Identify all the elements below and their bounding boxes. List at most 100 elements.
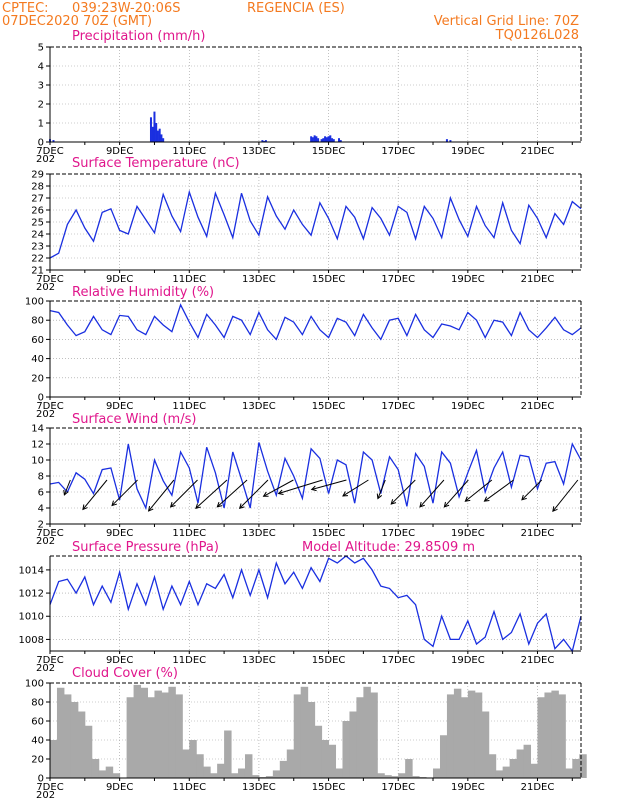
- cloud-bar: [551, 690, 559, 778]
- wind-arrow-shaft: [444, 479, 469, 508]
- wind-arrow-shaft: [552, 479, 579, 512]
- cloud-xtick-label: 15DEC: [312, 782, 346, 793]
- wind-arrow-head: [483, 496, 490, 502]
- temp-xtick-label: 11DEC: [172, 274, 206, 285]
- temp-xtick-label: 19DEC: [451, 274, 485, 285]
- wind-series-line: [49, 442, 582, 511]
- cloud-bar: [516, 749, 525, 778]
- rh-year-stub: 202: [36, 409, 55, 420]
- pressure-year-stub: 202: [36, 663, 55, 674]
- precip-xtick-label: 19DEC: [451, 146, 485, 157]
- wind-xtick-label: 19DEC: [451, 528, 485, 539]
- precip-bar: [310, 136, 313, 142]
- cloud-bar: [56, 687, 65, 778]
- temp-xtick-label: 7DEC: [36, 274, 63, 285]
- cloud-bar: [460, 697, 469, 778]
- cloud-bar: [439, 735, 448, 778]
- cloud-bar: [182, 749, 190, 778]
- header-datetime: 07DEC2020 70Z (GMT): [2, 14, 152, 29]
- precip-bar: [158, 128, 161, 142]
- wind-year-stub: 202: [36, 536, 55, 547]
- cloud-ytick-label: 100: [25, 679, 44, 690]
- wind-arrow-head: [277, 489, 284, 496]
- cloud-bar: [370, 692, 378, 778]
- header-source: CPTEC:: [2, 1, 49, 16]
- cloud-bar: [488, 754, 497, 778]
- wind-ytick-label: 2: [38, 520, 44, 531]
- wind-arrow-head: [216, 501, 223, 508]
- precip-bar: [317, 138, 320, 142]
- precip-bar: [331, 138, 334, 142]
- wind-xtick-label: 11DEC: [172, 528, 206, 539]
- cloud-bar: [196, 754, 204, 778]
- temp-xtick-label: 9DEC: [106, 274, 133, 285]
- precip-bar: [52, 140, 55, 142]
- cloud-bar: [175, 694, 183, 778]
- cloud-ytick-label: 0: [38, 774, 44, 785]
- cloud-bar: [342, 721, 350, 778]
- cloud-bar: [244, 754, 253, 778]
- temp-xtick-label: 13DEC: [242, 274, 276, 285]
- precip-bar: [151, 126, 154, 142]
- header-grid-note: Vertical Grid Line: 70Z: [434, 14, 579, 29]
- cloud-bar: [537, 697, 545, 778]
- temp-xtick-label: 21DEC: [521, 274, 555, 285]
- wind-arrow-shaft: [263, 479, 294, 497]
- wind-arrow-head: [147, 505, 154, 512]
- precip-xtick-label: 21DEC: [521, 146, 555, 157]
- wind-arrow-shaft: [170, 479, 198, 508]
- cloud-bar: [238, 768, 246, 778]
- cloud-bar: [203, 766, 211, 778]
- wind-arrow-head: [419, 501, 425, 508]
- cloud-bar: [474, 692, 483, 778]
- cloud-bar: [572, 759, 580, 778]
- cloud-xtick-label: 11DEC: [172, 782, 206, 793]
- precip-xtick-label: 15DEC: [312, 146, 346, 157]
- pressure-xtick-label: 11DEC: [172, 655, 206, 666]
- precip-ytick-label: 3: [38, 81, 44, 92]
- precip-title: Precipitation (mm/h): [72, 29, 205, 44]
- wind-title: Surface Wind (m/s): [72, 412, 196, 427]
- wind-arrow-head: [82, 504, 88, 511]
- cloud-bar: [558, 694, 566, 778]
- cloud-bar: [565, 768, 573, 778]
- temp-ytick-label: 27: [31, 194, 44, 205]
- temp-ytick-label: 22: [31, 254, 44, 265]
- wind-arrow-head: [390, 499, 397, 505]
- precip-bar: [445, 139, 448, 142]
- wind-ytick-label: 10: [31, 456, 44, 467]
- wind-arrow-shaft: [82, 479, 108, 510]
- wind-arrow-shaft: [484, 479, 514, 502]
- precip-bar: [149, 117, 152, 142]
- cloud-bar: [467, 690, 476, 778]
- wind-arrow-head: [111, 500, 118, 507]
- precip-ytick-label: 2: [38, 100, 44, 111]
- cloud-bar: [168, 686, 176, 778]
- wind-ytick-label: 12: [31, 440, 44, 451]
- cloud-bar: [161, 692, 169, 778]
- precip-bar: [322, 138, 325, 142]
- pressure-xtick-label: 17DEC: [381, 655, 415, 666]
- wind-arrow-shaft: [216, 479, 248, 508]
- precip-bar: [311, 137, 314, 142]
- precip-ytick-label: 0: [38, 138, 44, 149]
- pressure-xtick-label: 7DEC: [36, 655, 63, 666]
- wind-arrow-head: [342, 491, 348, 497]
- cloud-title: Cloud Cover (%): [72, 666, 178, 681]
- rh-xtick-label: 11DEC: [172, 401, 206, 412]
- cloud-bar: [105, 766, 114, 778]
- temp-xtick-label: 15DEC: [312, 274, 346, 285]
- temp-year-stub: 202: [36, 282, 55, 293]
- wind-arrow-shaft: [521, 479, 543, 501]
- cloud-bar: [300, 686, 309, 778]
- cloud-bar: [579, 754, 587, 778]
- wind-arrow-head: [169, 501, 176, 508]
- precip-bar: [261, 140, 264, 142]
- cloud-ytick-label: 60: [31, 717, 44, 728]
- cloud-xtick-label: 21DEC: [521, 782, 555, 793]
- cloud-bar: [140, 687, 148, 778]
- wind-arrow-shaft: [311, 479, 347, 490]
- pressure-ytick-label: 1012: [19, 589, 44, 600]
